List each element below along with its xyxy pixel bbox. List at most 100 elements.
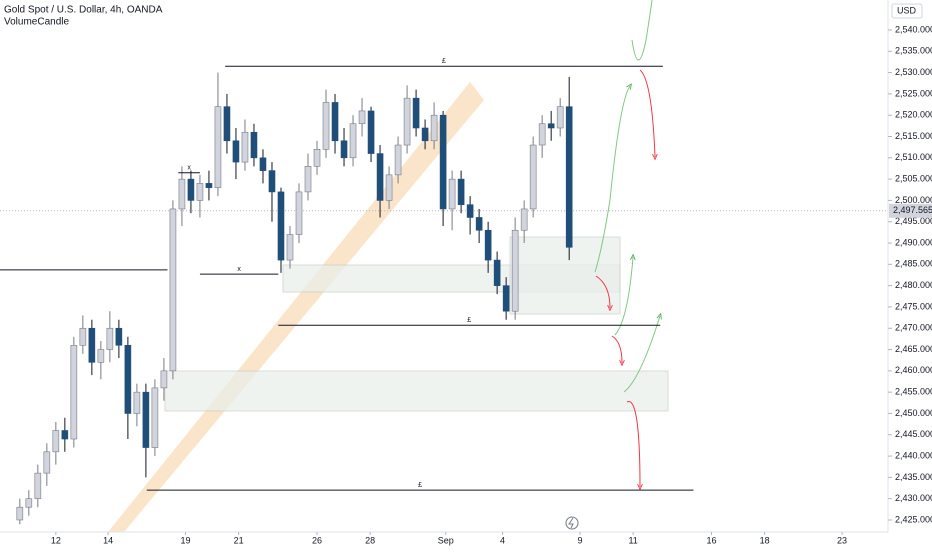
candle-body [214,106,222,188]
y-tick-label: 2,505.000 [895,173,932,183]
candle-body [511,229,519,312]
candle-body [187,178,195,201]
candle-body [538,123,546,146]
candle-body [340,140,348,159]
candle-body [52,430,60,453]
y-tick-label: 2,525.000 [895,88,932,98]
candle-body [151,387,159,448]
candle-body [34,472,42,499]
zone [164,370,669,412]
candle-body [484,229,492,261]
candle-body [241,131,249,163]
arrow [614,257,633,336]
candle-body [439,114,447,210]
y-tick-label: 2,450.000 [895,408,932,418]
x-tick-label: Sep [438,535,454,545]
candle-body [70,344,78,440]
candle-body [205,183,213,188]
candle-body [556,106,564,129]
candle-body [250,131,258,159]
candle-body [142,391,150,448]
candle-body [286,234,294,261]
candle-body [421,127,429,142]
level-label: x [237,266,241,273]
y-tick-label: 2,435.000 [895,472,932,482]
arrow [611,335,622,363]
y-tick-label: 2,465.000 [895,344,932,354]
x-tick-label: 18 [760,535,770,545]
candle-body [133,391,141,414]
y-tick-label: 2,500.000 [895,195,932,205]
x-tick-label: 21 [234,535,244,545]
x-tick-label: 26 [312,535,322,545]
y-tick-label: 2,430.000 [895,493,932,503]
candle-body [232,140,240,163]
y-tick-label: 2,535.000 [895,46,932,56]
y-tick-label: 2,480.000 [895,280,932,290]
x-tick-label: 11 [628,535,637,545]
candle-body [529,144,537,210]
candle-body [520,208,528,231]
y-tick-label: 2,490.000 [895,237,932,247]
trend-channel [108,82,484,532]
candle-body [475,217,483,231]
candle-body [331,102,339,142]
y-tick-label: 2,445.000 [895,429,932,439]
candle-body [160,370,168,389]
y-tick-label: 2,455.000 [895,387,932,397]
y-tick-label: 2,485.000 [895,259,932,269]
candle-body [178,178,186,210]
y-tick-label: 2,495.000 [895,216,932,226]
currency-box [891,3,923,19]
x-tick-label: 14 [103,535,113,545]
candle-body [268,170,276,193]
candle-body [16,506,24,521]
y-tick-label: 2,460.000 [895,365,932,375]
x-tick-label: 9 [577,535,582,545]
candle-body [403,97,411,146]
price-axis [888,0,932,550]
candle-body [322,102,330,150]
arrow [623,316,660,393]
replay-icon[interactable] [565,516,579,530]
y-tick-label: 2,475.000 [895,301,932,311]
candle-body [466,204,474,218]
candle-body [295,191,303,235]
candle-body [349,123,357,159]
candle-body [457,178,465,205]
candle-body [25,498,33,508]
candle-body [547,123,555,129]
x-tick-label: 28 [365,535,375,545]
candle-body [412,97,420,129]
level-label: £ [418,482,422,489]
candle-body [88,327,96,363]
candle-body [430,114,438,142]
candle-body [367,110,375,154]
x-tick-label: 16 [706,535,716,545]
candle-body [313,148,321,167]
projection-arrows [594,0,660,487]
candle-body [196,183,204,201]
arrow [594,86,630,273]
x-tick-label: 19 [181,535,191,545]
currency: USD [897,5,917,15]
x-tick-label: 12 [51,535,61,545]
x-tick-label: 4 [500,535,505,545]
zone [509,236,621,315]
candle-body [223,106,231,142]
candle-body [565,106,573,248]
plot [16,72,573,525]
y-tick-label: 2,440.000 [895,450,932,460]
candle-body [304,166,312,193]
x-tick-label: 23 [837,535,847,545]
candle-body [124,344,132,414]
candle-body [259,157,267,171]
candle-body [169,208,177,372]
candle-body [277,191,285,261]
last-price-box [889,203,932,218]
candle-body [376,153,384,201]
arrow [626,401,640,487]
candle-body [79,327,87,346]
level-label: x [187,165,191,172]
